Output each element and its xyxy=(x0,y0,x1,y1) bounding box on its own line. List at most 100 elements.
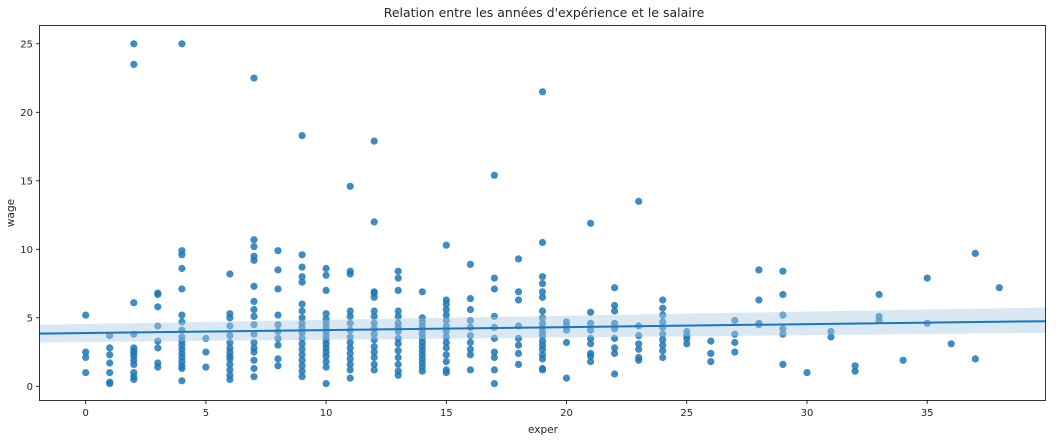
data-point xyxy=(394,360,402,368)
data-point xyxy=(611,334,619,342)
data-point xyxy=(466,338,474,347)
data-point xyxy=(202,334,210,342)
data-point xyxy=(346,344,354,352)
data-point xyxy=(587,319,595,327)
data-point xyxy=(322,286,330,294)
x-tick-label: 10 xyxy=(320,408,333,419)
data-point xyxy=(346,355,354,363)
data-point xyxy=(226,366,234,374)
data-point xyxy=(370,366,378,374)
data-point xyxy=(514,341,523,349)
data-point xyxy=(250,312,258,320)
data-point xyxy=(514,360,523,368)
data-point xyxy=(683,334,691,342)
data-point xyxy=(274,341,282,349)
data-point xyxy=(226,332,234,340)
data-point xyxy=(466,260,474,268)
regression-line xyxy=(40,320,1045,335)
data-point xyxy=(442,306,450,314)
data-point xyxy=(178,311,186,319)
x-tick-label: 15 xyxy=(440,408,453,419)
data-point xyxy=(370,336,378,344)
data-point xyxy=(779,311,787,319)
plot-frame xyxy=(39,25,1046,401)
data-point xyxy=(322,358,330,366)
data-point xyxy=(779,330,787,338)
data-point xyxy=(442,358,450,366)
data-point xyxy=(587,219,595,227)
data-point xyxy=(298,340,306,348)
data-point xyxy=(298,373,306,381)
data-point xyxy=(659,341,667,349)
data-point xyxy=(274,355,282,363)
data-point xyxy=(226,360,234,368)
data-point xyxy=(611,349,619,357)
data-point xyxy=(779,290,787,299)
data-point xyxy=(298,300,306,308)
data-point xyxy=(394,286,402,294)
data-point xyxy=(587,308,595,316)
data-point xyxy=(298,314,306,322)
data-point xyxy=(82,353,90,362)
data-point xyxy=(394,371,402,379)
data-point xyxy=(635,340,643,348)
chart-title: Relation entre les années d'expérience e… xyxy=(384,5,705,20)
data-point xyxy=(779,267,787,275)
data-point xyxy=(875,290,883,299)
data-point xyxy=(635,356,643,364)
data-point xyxy=(370,307,378,315)
x-tick-label: 0 xyxy=(82,408,88,419)
data-point xyxy=(154,344,162,352)
data-point xyxy=(154,290,162,299)
data-point xyxy=(346,270,354,278)
data-point xyxy=(490,285,498,293)
data-point xyxy=(82,369,90,377)
data-point xyxy=(659,347,667,355)
data-point xyxy=(250,356,258,364)
data-point xyxy=(298,356,306,364)
data-point xyxy=(490,353,498,362)
data-point xyxy=(538,280,547,288)
data-point xyxy=(538,238,547,247)
data-point xyxy=(707,349,715,357)
y-tick-label: 25 xyxy=(20,39,33,50)
data-point xyxy=(298,345,306,353)
data-point xyxy=(466,351,474,359)
data-point xyxy=(466,316,474,325)
data-point xyxy=(250,364,258,373)
data-point xyxy=(178,264,186,273)
data-point xyxy=(370,312,378,320)
data-point xyxy=(779,325,787,333)
data-point xyxy=(298,323,306,331)
data-point xyxy=(106,359,114,367)
data-point xyxy=(346,349,354,357)
data-point xyxy=(442,333,450,341)
data-point xyxy=(514,288,523,296)
data-point xyxy=(346,319,354,327)
data-point xyxy=(130,60,138,68)
data-point xyxy=(346,338,354,347)
data-point xyxy=(851,367,859,375)
data-point xyxy=(587,358,595,366)
data-point xyxy=(538,366,547,374)
data-point xyxy=(370,343,378,351)
confidence-band xyxy=(40,307,1045,343)
data-point xyxy=(154,363,162,371)
data-point xyxy=(587,340,595,348)
data-point xyxy=(202,363,210,371)
data-point xyxy=(659,336,667,344)
data-point xyxy=(490,171,498,179)
data-point xyxy=(298,278,306,286)
data-point xyxy=(635,197,643,205)
data-point xyxy=(442,300,450,308)
data-point xyxy=(394,267,402,275)
data-point xyxy=(226,314,234,322)
data-point xyxy=(394,307,402,315)
data-point xyxy=(250,243,258,251)
data-point xyxy=(394,274,402,282)
data-point xyxy=(370,330,378,338)
data-point xyxy=(442,338,450,347)
data-point xyxy=(611,344,619,352)
data-point xyxy=(298,251,306,259)
data-point xyxy=(659,304,667,312)
